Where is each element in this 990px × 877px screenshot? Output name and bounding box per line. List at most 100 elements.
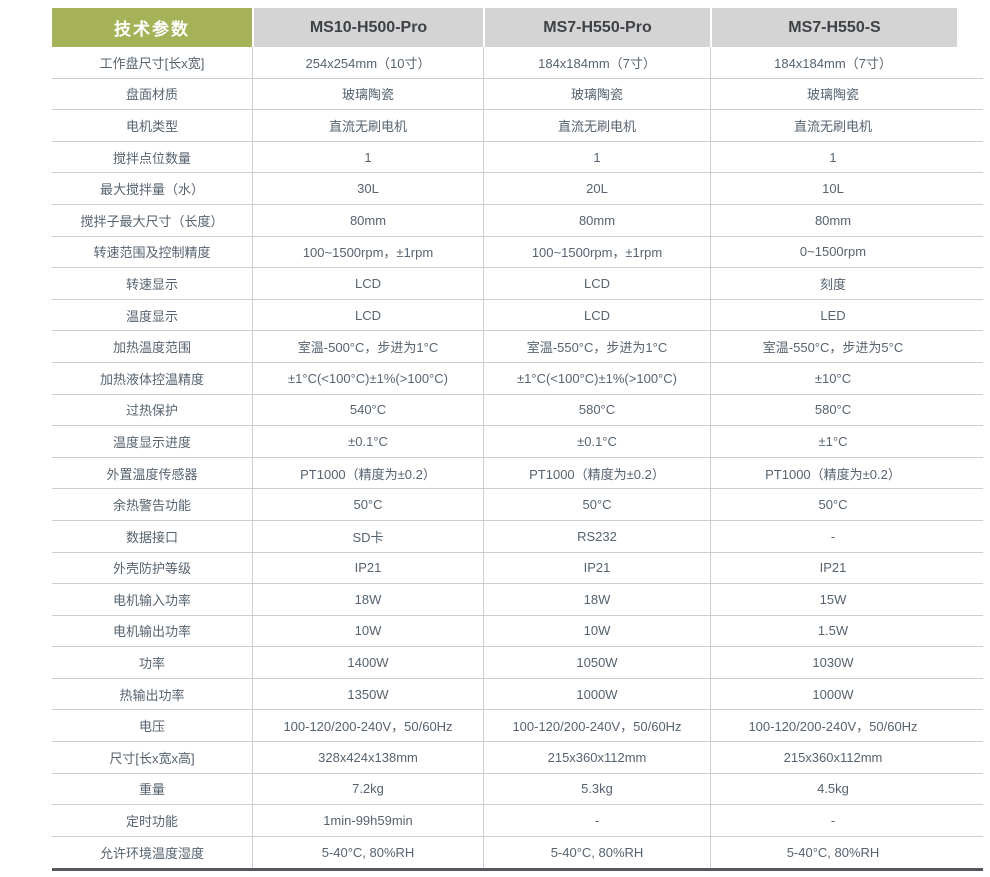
spec-value-ms10-h500-pro: 1 xyxy=(252,141,483,173)
spec-value-ms7-h550-s: 1030W xyxy=(710,647,983,678)
spec-label: 最大搅拌量（水） xyxy=(99,182,204,198)
product-header-ms7-h550-pro: MS7-H550-Pro xyxy=(485,8,710,47)
product-header-ms7-h550-s: MS7-H550-S xyxy=(712,8,957,47)
spec-value-ms7-h550-pro: PT1000（精度为±0.2） xyxy=(483,457,710,489)
spec-value-ms7-h550-s: 刻度 xyxy=(710,268,983,299)
table-row: 功率 1400W 1050W 1030W xyxy=(52,647,983,679)
spec-label: 电机类型 xyxy=(125,118,178,134)
spec-value-ms7-h550-pro: ±1°C(<100°C)±1%(>100°C) xyxy=(483,362,710,394)
spec-label: 外置温度传感器 xyxy=(106,466,198,482)
table-row: 温度显示进度 ±0.1°C ±0.1°C ±1°C xyxy=(52,426,983,458)
spec-value-ms10-h500-pro: 254x254mm（10寸） xyxy=(252,47,483,78)
spec-value-ms10-h500-pro: 100~1500rpm，±1rpm xyxy=(252,236,483,268)
spec-value-ms7-h550-s: 50°C xyxy=(710,489,983,520)
spec-value-ms7-h550-s: 580°C xyxy=(710,394,983,426)
spec-value-ms7-h550-pro: 18W xyxy=(483,584,710,615)
spec-value-ms7-h550-pro: 184x184mm（7寸） xyxy=(483,47,710,78)
spec-value-ms10-h500-pro: 室温-500°C，步进为1°C xyxy=(252,331,483,362)
spec-value-ms7-h550-pro: 直流无刷电机 xyxy=(483,110,710,141)
spec-value-ms7-h550-s: 100-120/200-240V，50/60Hz xyxy=(710,710,983,742)
spec-value-ms10-h500-pro: 1350W xyxy=(252,678,483,710)
spec-value-ms10-h500-pro: PT1000（精度为±0.2） xyxy=(252,457,483,489)
spec-value-ms10-h500-pro: ±0.1°C xyxy=(252,426,483,457)
spec-value-ms7-h550-pro: 50°C xyxy=(483,489,710,520)
spec-value-ms7-h550-s: 5-40°C, 80%RH xyxy=(710,836,983,869)
spec-value-ms7-h550-s: 1.5W xyxy=(710,615,983,647)
spec-value-ms7-h550-pro: IP21 xyxy=(483,552,710,584)
table-row: 过热保护 540°C 580°C 580°C xyxy=(52,394,983,427)
product-name: MS7-H550-Pro xyxy=(543,18,652,36)
product-name: MS7-H550-S xyxy=(788,18,881,36)
spec-value-ms10-h500-pro: SD卡 xyxy=(252,520,483,552)
table-title-cell: 技术参数 xyxy=(52,8,252,47)
spec-value-ms7-h550-pro: 80mm xyxy=(483,204,710,236)
spec-value-ms7-h550-pro: 5.3kg xyxy=(483,773,710,805)
spec-value-ms7-h550-pro: 100-120/200-240V，50/60Hz xyxy=(483,710,710,742)
spec-value-ms10-h500-pro: LCD xyxy=(252,268,483,299)
spec-value-ms7-h550-s: 1000W xyxy=(710,678,983,710)
spec-value-ms10-h500-pro: 直流无刷电机 xyxy=(252,110,483,141)
table-row: 定时功能 1min-99h59min - - xyxy=(52,805,983,837)
spec-value-ms7-h550-pro: 215x360x112mm xyxy=(483,742,710,773)
spec-value-ms10-h500-pro: 540°C xyxy=(252,394,483,426)
table-row: 重量 7.2kg 5.3kg 4.5kg xyxy=(52,773,983,806)
spec-value-ms7-h550-pro: 室温-550°C，步进为1°C xyxy=(483,331,710,362)
table-row: 加热温度范围 室温-500°C，步进为1°C 室温-550°C，步进为1°C 室… xyxy=(52,331,983,363)
spec-value-ms7-h550-pro: 100~1500rpm，±1rpm xyxy=(483,236,710,268)
product-name: MS10-H500-Pro xyxy=(309,18,428,36)
spec-value-ms10-h500-pro: 30L xyxy=(252,173,483,204)
table-row: 最大搅拌量（水） 30L 20L 10L xyxy=(52,173,983,205)
spec-value-ms7-h550-s: 80mm xyxy=(710,204,983,236)
spec-value-ms7-h550-s: 玻璃陶瓷 xyxy=(710,78,983,110)
spec-value-ms7-h550-s: ±1°C xyxy=(710,426,983,457)
spec-value-ms7-h550-pro: 580°C xyxy=(483,394,710,426)
spec-value-ms10-h500-pro: 1400W xyxy=(252,647,483,678)
spec-value-ms10-h500-pro: 5-40°C, 80%RH xyxy=(252,836,483,869)
spec-value-ms10-h500-pro: LCD xyxy=(252,299,483,331)
spec-value-ms7-h550-pro: 1000W xyxy=(483,678,710,710)
spec-label: 数据接口 xyxy=(125,529,178,545)
table-row: 温度显示 LCD LCD LED xyxy=(52,299,983,332)
spec-value-ms7-h550-pro: 1050W xyxy=(483,647,710,678)
table-row: 电机输出功率 10W 10W 1.5W xyxy=(52,615,983,648)
spec-label: 搅拌子最大尺寸（长度） xyxy=(80,213,224,229)
spec-label: 热输出功率 xyxy=(119,687,185,703)
table-row: 搅拌子最大尺寸（长度） 80mm 80mm 80mm xyxy=(52,204,983,237)
spec-value-ms7-h550-s: - xyxy=(710,520,983,552)
spec-value-ms10-h500-pro: 玻璃陶瓷 xyxy=(252,78,483,110)
spec-value-ms10-h500-pro: ±1°C(<100°C)±1%(>100°C) xyxy=(252,362,483,394)
spec-value-ms10-h500-pro: 328x424x138mm xyxy=(252,742,483,773)
table-row: 热输出功率 1350W 1000W 1000W xyxy=(52,678,983,711)
table-body: 工作盘尺寸[长x宽] 254x254mm（10寸） 184x184mm（7寸） … xyxy=(52,47,983,872)
spec-value-ms7-h550-s: IP21 xyxy=(710,552,983,584)
spec-value-ms7-h550-s: 4.5kg xyxy=(710,773,983,805)
spec-label: 转速显示 xyxy=(125,276,178,292)
table-row: 余热警告功能 50°C 50°C 50°C xyxy=(52,489,983,521)
spec-value-ms10-h500-pro: 80mm xyxy=(252,204,483,236)
spec-value-ms10-h500-pro: 18W xyxy=(252,584,483,615)
spec-value-ms7-h550-pro: 玻璃陶瓷 xyxy=(483,78,710,110)
spec-value-ms7-h550-pro: - xyxy=(483,805,710,836)
table-row: 转速范围及控制精度 100~1500rpm，±1rpm 100~1500rpm，… xyxy=(52,236,983,269)
table-row: 尺寸[长x宽x高] 328x424x138mm 215x360x112mm 21… xyxy=(52,742,983,774)
spec-value-ms7-h550-pro: 20L xyxy=(483,173,710,204)
spec-label: 外壳防护等级 xyxy=(112,561,191,577)
spec-value-ms7-h550-s: 室温-550°C，步进为5°C xyxy=(710,331,983,362)
spec-value-ms7-h550-s: - xyxy=(710,805,983,836)
spec-value-ms7-h550-s: ±10°C xyxy=(710,362,983,394)
product-header-ms10-h500-pro: MS10-H500-Pro xyxy=(254,8,483,47)
spec-value-ms10-h500-pro: 100-120/200-240V，50/60Hz xyxy=(252,710,483,742)
table-header-row: 技术参数 MS10-H500-Pro MS7-H550-Pro MS7-H550… xyxy=(52,8,983,47)
spec-value-ms7-h550-pro: LCD xyxy=(483,299,710,331)
spec-value-ms10-h500-pro: 7.2kg xyxy=(252,773,483,805)
spec-value-ms7-h550-s: 215x360x112mm xyxy=(710,742,983,773)
spec-value-ms7-h550-s: 直流无刷电机 xyxy=(710,110,983,141)
table-row: 外置温度传感器 PT1000（精度为±0.2） PT1000（精度为±0.2） … xyxy=(52,457,983,490)
table-row: 工作盘尺寸[长x宽] 254x254mm（10寸） 184x184mm（7寸） … xyxy=(52,47,983,79)
spec-value-ms7-h550-s: 184x184mm（7寸） xyxy=(710,47,983,78)
table-title: 技术参数 xyxy=(114,20,190,39)
spec-value-ms7-h550-pro: ±0.1°C xyxy=(483,426,710,457)
spec-label: 加热液体控温精度 xyxy=(99,371,204,387)
spec-value-ms7-h550-s: 1 xyxy=(710,141,983,173)
table-row: 盘面材质 玻璃陶瓷 玻璃陶瓷 玻璃陶瓷 xyxy=(52,78,983,111)
